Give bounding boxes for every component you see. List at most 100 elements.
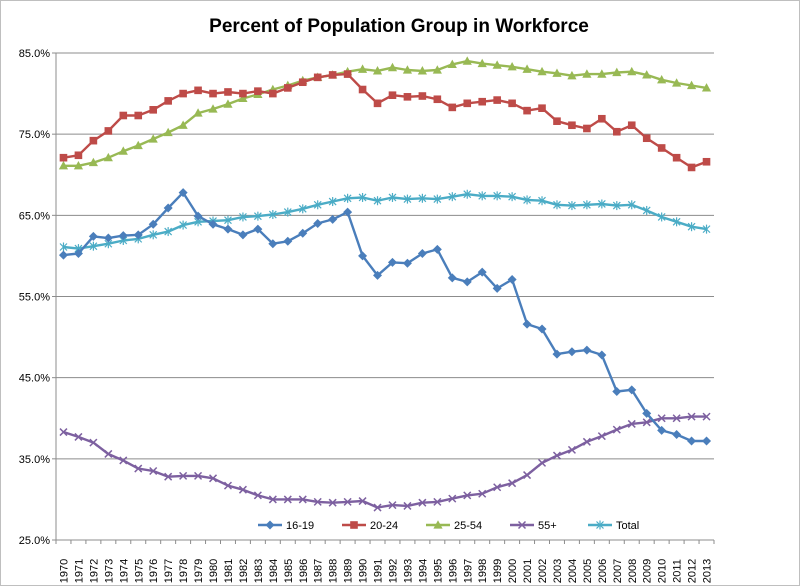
data-point-20-24 (657, 144, 666, 152)
data-point-20-24 (523, 106, 531, 115)
data-point-16-19 (313, 218, 323, 228)
data-point-16-19 (193, 211, 203, 221)
legend-item-16-19: 16-19 (258, 520, 314, 532)
data-point-20-24 (224, 88, 232, 96)
data-point-total (448, 192, 457, 202)
data-point-total (642, 205, 651, 215)
x-axis-ticks: 1970 1971 1972 1973 1974 1975 1976 1977 1978 1979… (55, 540, 715, 583)
data-point-25-54 (402, 65, 413, 74)
data-point-55- (119, 456, 128, 465)
data-point-16-19 (462, 277, 472, 287)
data-point-20-24 (538, 104, 546, 112)
data-point-55- (253, 491, 262, 500)
data-point-20-24 (627, 121, 636, 130)
data-point-25-54 (372, 66, 383, 75)
data-point-55- (672, 414, 681, 423)
y-axis-ticks: 85.0% 75.0% 65.0% 55.0% 45.0% 35.0% 25.0% (19, 48, 56, 547)
data-point-20-24 (74, 151, 83, 160)
x-tick-label: 2009 (642, 559, 654, 583)
data-point-16-19 (507, 274, 517, 284)
data-point-total (672, 217, 681, 227)
data-point-55- (149, 466, 158, 476)
legend-label: 25-54 (454, 520, 482, 532)
data-point-25-54 (88, 157, 98, 167)
data-point-20-24 (358, 85, 367, 94)
legend-marker (596, 520, 604, 530)
legend: 16-19 20-24 25-54 55+ Total (258, 520, 639, 532)
gridlines (56, 52, 714, 541)
data-point-55- (179, 471, 188, 480)
data-point-55- (74, 432, 83, 441)
data-point-16-19 (298, 228, 308, 238)
data-point-16-19 (163, 203, 173, 213)
data-point-20-24 (239, 89, 247, 98)
data-point-total (418, 193, 427, 203)
data-point-total (597, 199, 606, 209)
data-point-16-19 (612, 386, 622, 396)
x-tick-label: 1981 (223, 559, 235, 583)
data-point-55- (523, 471, 532, 480)
data-point-total (149, 230, 158, 240)
x-tick-label: 1987 (313, 559, 325, 583)
data-point-16-19 (657, 425, 667, 435)
x-tick-label: 1991 (373, 559, 385, 583)
data-point-20-24 (702, 157, 711, 166)
x-tick-label: 2008 (627, 559, 639, 583)
data-point-25-54 (612, 67, 622, 77)
data-point-20-24 (59, 153, 68, 162)
x-tick-label: 2003 (552, 559, 564, 583)
data-point-16-19 (178, 188, 188, 198)
data-point-20-24 (164, 97, 172, 105)
data-point-16-19 (58, 250, 68, 260)
data-point-55- (313, 497, 322, 506)
data-point-total (268, 210, 277, 220)
data-point-25-54 (627, 66, 637, 76)
data-point-16-19 (402, 258, 412, 268)
data-point-16-19 (253, 224, 263, 234)
data-point-20-24 (612, 127, 621, 136)
data-point-55- (463, 491, 472, 500)
x-tick-label: 1971 (73, 559, 85, 583)
data-point-total (478, 191, 487, 201)
data-point-20-24 (194, 86, 202, 95)
data-point-20-24 (598, 114, 606, 123)
data-point-20-24 (642, 134, 651, 143)
data-point-total (627, 200, 636, 210)
chart-title: Percent of Population Group in Workforce (209, 16, 589, 37)
data-point-16-19 (492, 283, 502, 293)
series-total (59, 189, 711, 254)
data-point-55- (268, 495, 277, 504)
data-point-16-19 (118, 231, 128, 241)
x-tick-label: 2011 (672, 559, 684, 583)
data-point-total (239, 212, 247, 222)
data-point-16-19 (343, 207, 353, 217)
data-point-55- (358, 497, 367, 506)
x-tick-label: 1976 (148, 559, 160, 583)
series-16-19 (58, 188, 712, 446)
data-point-total (283, 207, 292, 217)
legend-label: 20-24 (370, 520, 398, 532)
data-point-55- (134, 464, 143, 473)
data-point-55- (194, 471, 203, 480)
data-point-16-19 (88, 231, 98, 241)
data-point-16-19 (103, 233, 113, 243)
data-point-total (687, 222, 696, 232)
data-point-16-19 (238, 230, 248, 240)
x-tick-label: 1995 (432, 559, 444, 583)
data-point-25-54 (642, 70, 652, 79)
data-point-55- (283, 495, 292, 504)
x-tick-label: 1984 (268, 559, 280, 583)
data-point-55- (612, 425, 621, 434)
data-point-20-24 (672, 153, 681, 162)
data-point-20-24 (209, 89, 217, 98)
data-point-20-24 (298, 78, 307, 87)
data-point-25-54 (686, 80, 697, 90)
x-tick-label: 1970 (58, 559, 70, 583)
data-point-20-24 (269, 89, 277, 98)
x-tick-label: 1982 (238, 559, 250, 583)
data-point-55- (298, 495, 307, 504)
data-point-25-54 (507, 61, 517, 71)
data-point-55- (223, 481, 233, 490)
data-point-16-19 (447, 273, 457, 283)
